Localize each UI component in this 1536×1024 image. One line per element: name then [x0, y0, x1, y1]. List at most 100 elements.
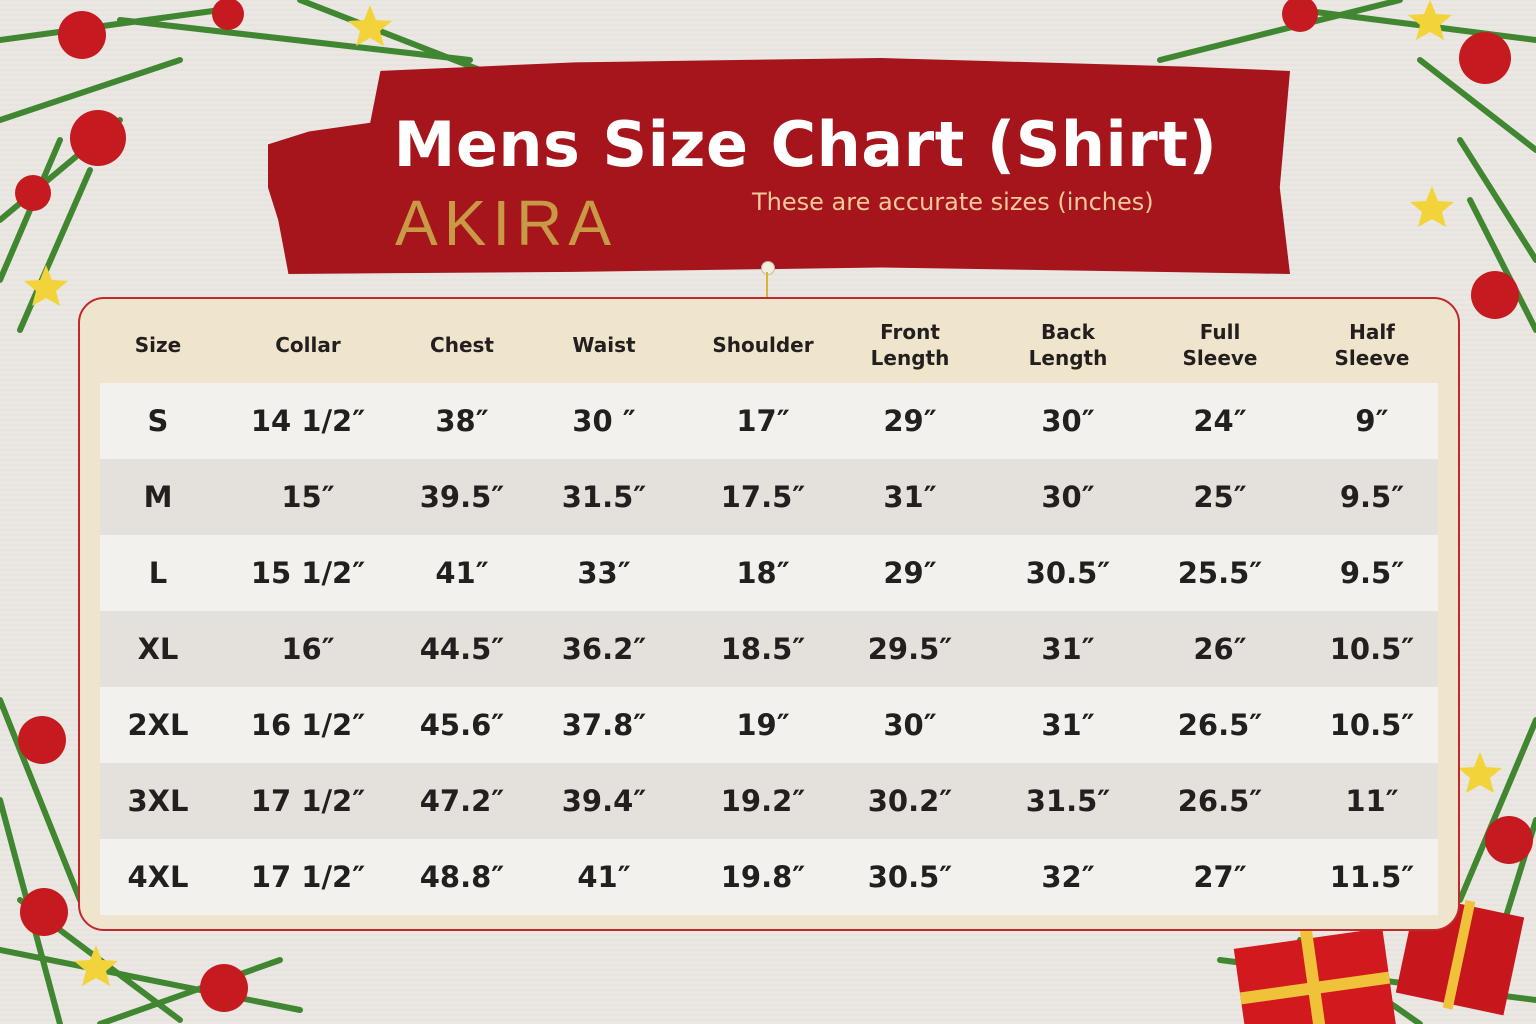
ornament-icon	[212, 0, 244, 30]
column-header: Half Sleeve	[1334, 320, 1410, 370]
table-cell: 17.5″	[720, 480, 806, 514]
table-cell: 18″	[736, 556, 790, 590]
table-cell: 31″	[1041, 632, 1095, 666]
table-row: 2XL 16 1/2″ 45.6″ 37.8″ 19″ 30″ 31″ 26.5″ 10.5″	[100, 687, 1438, 763]
size-label: L	[148, 556, 168, 590]
table-cell: 30.5″	[1025, 556, 1111, 590]
ornament-icon	[1459, 32, 1511, 84]
table-cell: 29″	[883, 404, 937, 438]
table-row: XL 16″ 44.5″ 36.2″ 18.5″ 29.5″ 31″ 26″ 10.5″	[100, 611, 1438, 687]
table-cell: 19.2″	[720, 784, 806, 818]
table-cell: 31″	[1041, 708, 1095, 742]
table-cell: 26.5″	[1177, 784, 1263, 818]
table-cell: 32″	[1041, 860, 1095, 894]
table-row: 4XL 17 1/2″ 48.8″ 41″ 19.8″ 30.5″ 32″ 27″ 11.5″	[100, 839, 1438, 915]
star-icon	[1458, 752, 1502, 793]
size-label: S	[147, 404, 169, 438]
star-icon	[348, 5, 392, 46]
table-cell: 30″	[883, 708, 937, 742]
ornament-icon	[15, 175, 51, 211]
table-cell: 25.5″	[1177, 556, 1263, 590]
table-cell: 11.5″	[1329, 860, 1415, 894]
table-cell: 30.2″	[867, 784, 953, 818]
page-title: Mens Size Chart (Shirt)	[393, 108, 1218, 181]
pin-string	[766, 272, 768, 320]
table-cell: 29″	[883, 556, 937, 590]
table-cell: 30″	[1041, 480, 1095, 514]
ornament-icon	[1282, 0, 1318, 32]
size-label: 4XL	[127, 860, 189, 894]
table-cell: 29.5″	[867, 632, 953, 666]
table-cell: 30″	[1041, 404, 1095, 438]
table-cell: 36.2″	[561, 632, 647, 666]
table-cell: 9.5″	[1339, 480, 1405, 514]
table-cell: 16 1/2″	[250, 708, 366, 742]
table-cell: 15 1/2″	[250, 556, 366, 590]
column-header: Back Length	[1028, 320, 1108, 370]
table-body: S 14 1/2″ 38″ 30 ″ 17″ 29″ 30″ 24″ 9″ M 15″ 39.5″ 31…	[100, 383, 1438, 915]
column-header: Shoulder	[712, 333, 814, 357]
table-cell: 30 ″	[572, 404, 636, 438]
table-cell: 17″	[736, 404, 790, 438]
star-icon	[1410, 186, 1454, 227]
table-cell: 31.5″	[1025, 784, 1111, 818]
table-cell: 11″	[1345, 784, 1399, 818]
table-cell: 45.6″	[419, 708, 505, 742]
table-row: S 14 1/2″ 38″ 30 ″ 17″ 29″ 30″ 24″ 9″	[100, 383, 1438, 459]
table-cell: 15″	[281, 480, 335, 514]
title-banner	[268, 58, 1290, 274]
ornament-icon	[58, 11, 106, 59]
table-cell: 19″	[736, 708, 790, 742]
star-icon	[74, 945, 118, 986]
table-cell: 10.5″	[1329, 708, 1415, 742]
table-cell: 37.8″	[561, 708, 647, 742]
brand-logo: AKIRA	[395, 187, 618, 259]
pin-icon	[761, 261, 775, 275]
size-label: XL	[137, 632, 179, 666]
table-cell: 48.8″	[419, 860, 505, 894]
table-cell: 30.5″	[867, 860, 953, 894]
column-header: Waist	[572, 333, 636, 357]
ornament-icon	[1485, 816, 1533, 864]
ornament-icon	[20, 888, 68, 936]
table-cell: 9.5″	[1339, 556, 1405, 590]
table-cell: 47.2″	[419, 784, 505, 818]
column-header: Chest	[430, 333, 494, 357]
ornament-icon	[18, 716, 66, 764]
table-cell: 26.5″	[1177, 708, 1263, 742]
table-cell: 44.5″	[419, 632, 505, 666]
column-header: Full Sleeve	[1182, 320, 1258, 370]
table-cell: 9″	[1355, 404, 1389, 438]
table-cell: 39.5″	[419, 480, 505, 514]
table-cell: 27″	[1193, 860, 1247, 894]
table-cell: 24″	[1193, 404, 1247, 438]
column-header: Size	[134, 333, 182, 357]
table-cell: 38″	[435, 404, 489, 438]
table-cell: 14 1/2″	[250, 404, 366, 438]
size-label: 2XL	[127, 708, 189, 742]
subtitle: These are accurate sizes (inches)	[752, 188, 1154, 216]
table-cell: 19.8″	[720, 860, 806, 894]
star-icon	[24, 265, 68, 306]
column-header: Front Length	[870, 320, 950, 370]
table-cell: 17 1/2″	[250, 860, 366, 894]
table-row: 3XL 17 1/2″ 47.2″ 39.4″ 19.2″ 30.2″ 31.5″ 26.5″…	[100, 763, 1438, 839]
ornament-icon	[70, 110, 126, 166]
table-cell: 41″	[577, 860, 631, 894]
table-row: L 15 1/2″ 41″ 33″ 18″ 29″ 30.5″ 25.5″ 9.5″	[100, 535, 1438, 611]
table-cell: 18.5″	[720, 632, 806, 666]
size-label: M	[143, 480, 173, 514]
table-cell: 10.5″	[1329, 632, 1415, 666]
table-cell: 39.4″	[561, 784, 647, 818]
table-cell: 41″	[435, 556, 489, 590]
ornament-icon	[200, 964, 248, 1012]
size-label: 3XL	[127, 784, 189, 818]
table-cell: 16″	[281, 632, 335, 666]
table-cell: 31.5″	[561, 480, 647, 514]
table-cell: 17 1/2″	[250, 784, 366, 818]
table-cell: 31″	[883, 480, 937, 514]
column-header: Collar	[275, 333, 341, 357]
table-cell: 25″	[1193, 480, 1247, 514]
star-icon	[1408, 0, 1452, 40]
